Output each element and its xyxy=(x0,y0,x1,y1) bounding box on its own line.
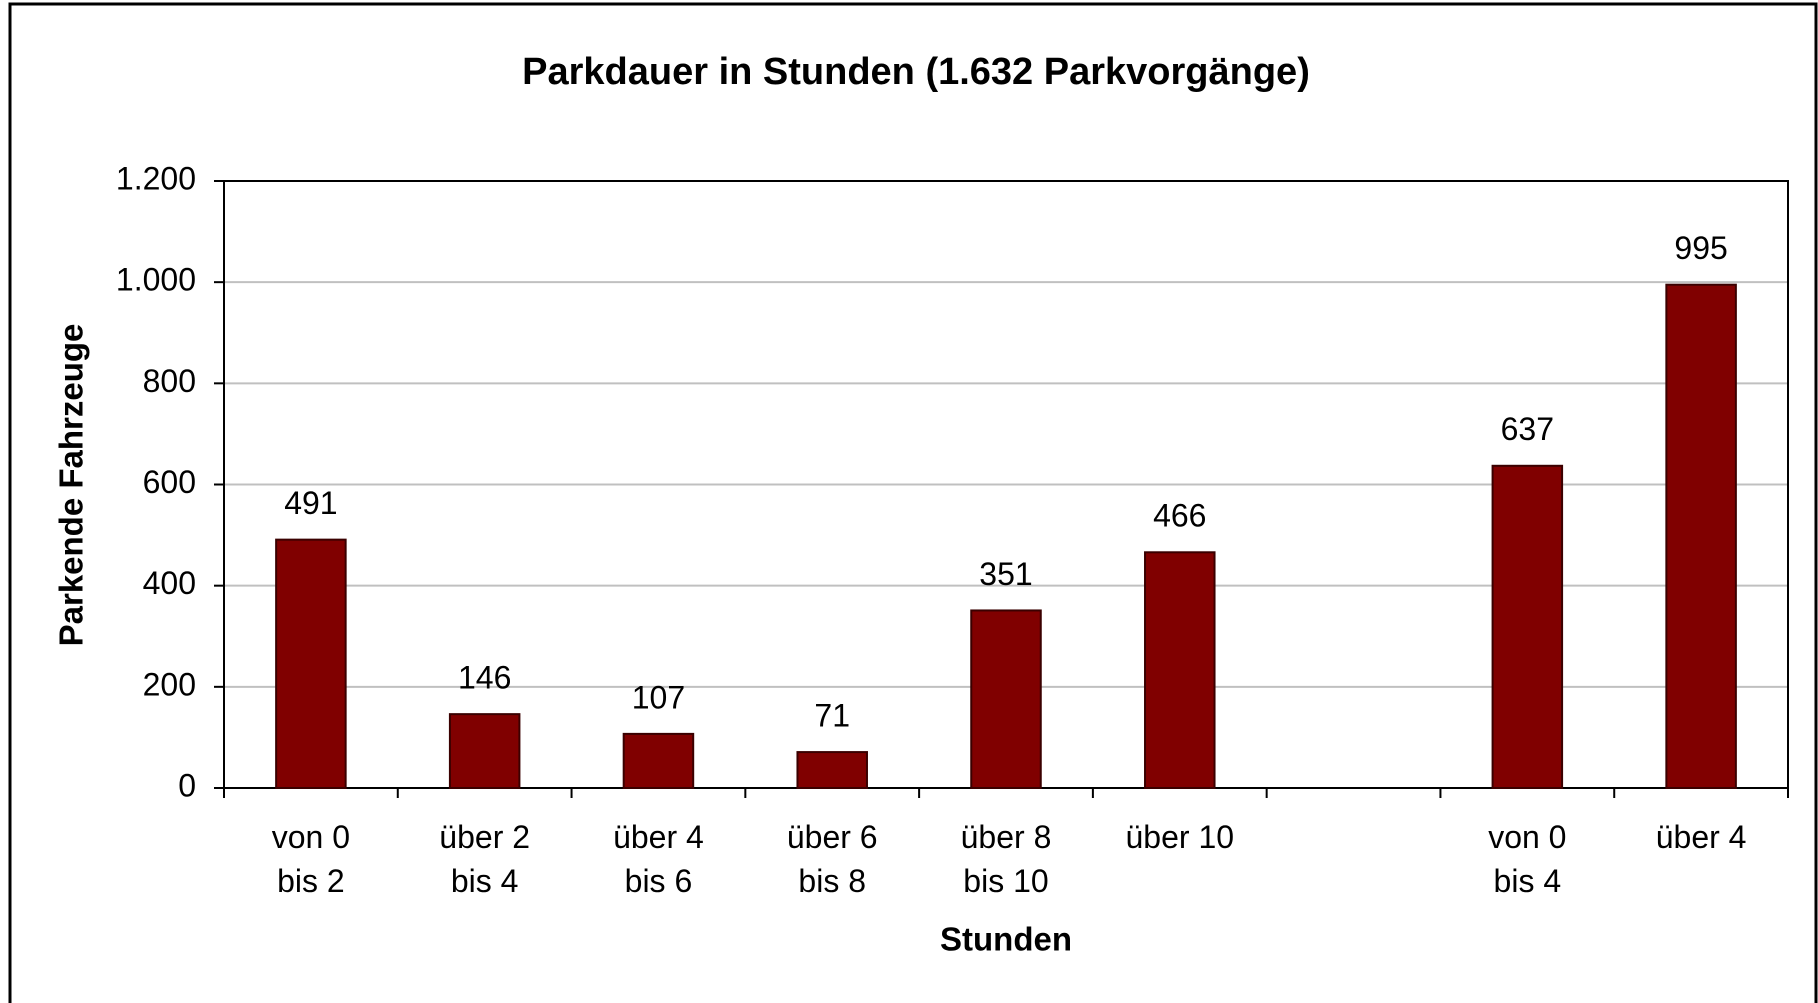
data-label: 466 xyxy=(1153,498,1206,534)
bar xyxy=(796,751,868,789)
x-tick-label-line: über 4 xyxy=(1656,819,1747,855)
y-tick-label: 400 xyxy=(143,565,196,601)
y-tick-label: 1.000 xyxy=(116,262,196,298)
x-tick-label-line: von 0 xyxy=(272,819,350,855)
y-tick-label: 1.200 xyxy=(116,160,196,196)
x-tick-label-line: über 8 xyxy=(961,819,1052,855)
bar xyxy=(448,713,521,789)
x-tick-label-line: von 0 xyxy=(1488,819,1566,855)
y-tick-label: 800 xyxy=(143,363,196,399)
data-label: 351 xyxy=(979,556,1032,592)
x-tick-label: über 10 xyxy=(1126,819,1235,855)
x-tick-label-line: über 2 xyxy=(439,819,530,855)
bar xyxy=(622,732,695,790)
x-axis-label: Stunden xyxy=(940,921,1072,958)
x-tick-label: über 4 xyxy=(1656,819,1747,855)
x-tick-label-line: über 4 xyxy=(613,819,704,855)
y-axis-label: Parkende Fahrzeuge xyxy=(53,324,90,647)
x-tick-label: über 8 bis 10 xyxy=(961,819,1052,899)
data-label: 637 xyxy=(1501,411,1554,447)
x-tick-label-line: bis 2 xyxy=(277,863,345,899)
y-tick-label: 600 xyxy=(143,464,196,500)
x-tick-label: über 6 bis 8 xyxy=(787,819,878,899)
bar xyxy=(1491,464,1564,789)
x-tick-label: über 2 bis 4 xyxy=(439,819,530,899)
x-tick-label: über 4 bis 6 xyxy=(613,819,704,899)
x-tick-label-line: bis 8 xyxy=(798,863,866,899)
x-tick-label: von 0 bis 4 xyxy=(1488,819,1566,899)
x-tick-label-line: bis 10 xyxy=(963,863,1048,899)
y-tick-label: 0 xyxy=(178,767,196,803)
y-tick-label: 200 xyxy=(143,666,196,702)
x-tick-label-line: bis 4 xyxy=(1494,863,1562,899)
data-label: 107 xyxy=(632,679,685,715)
bar xyxy=(1144,551,1216,790)
x-tick-label-line: über 6 xyxy=(787,819,878,855)
chart-title: Parkdauer in Stunden (1.632 Parkvorgänge… xyxy=(522,51,1310,93)
x-tick-label-line: über 10 xyxy=(1126,819,1235,855)
data-label: 71 xyxy=(814,698,850,734)
x-tick-label: von 0 bis 2 xyxy=(272,819,350,899)
bar xyxy=(1665,283,1737,789)
data-label: 146 xyxy=(458,660,511,696)
data-label: 995 xyxy=(1674,230,1727,266)
x-tick-label-line: bis 6 xyxy=(625,863,693,899)
data-label: 491 xyxy=(284,485,337,521)
x-tick-label-line: bis 4 xyxy=(451,863,519,899)
bar xyxy=(970,609,1042,790)
bar xyxy=(275,538,347,789)
